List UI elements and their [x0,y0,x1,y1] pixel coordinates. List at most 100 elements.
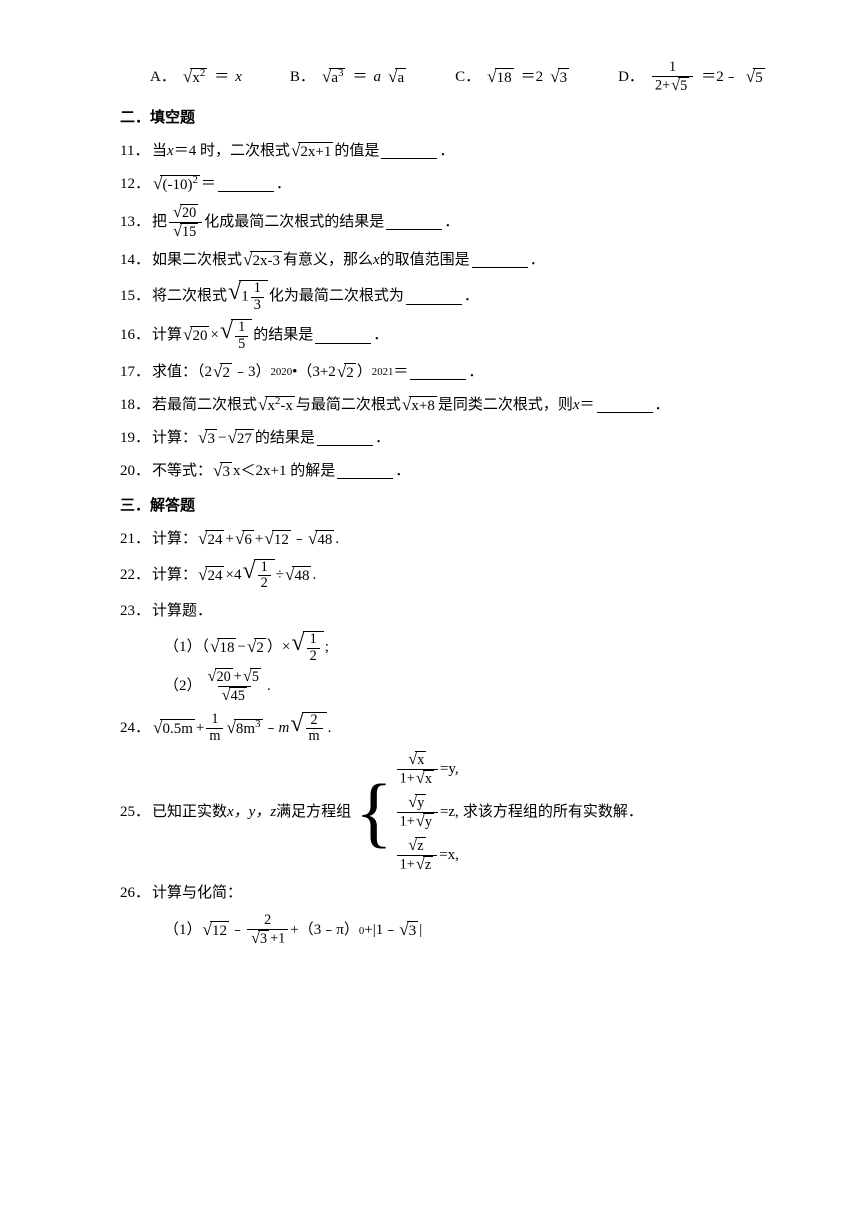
text: 把 [152,209,167,236]
fill-blank[interactable] [406,289,462,305]
sqrt-icon: √15 [220,319,252,352]
q-number: 16． [120,322,152,349]
op: × [210,322,218,349]
q-number: 20． [120,458,152,485]
op: ﹣ [264,715,279,742]
brace-icon: { [355,781,392,843]
opt-b-eq: ＝ [352,64,367,91]
q23-sub1: （1）（ √18 − √2 ）× √12 ; [164,631,770,664]
q26-sub1: （1） √12 ﹣ 2 √3+1 +（3﹣π）0 +|1﹣ √3 | [164,913,770,948]
opt-c-label: C． [455,64,480,91]
sqrt-icon: √a3 [322,68,346,87]
text: ． [375,425,390,452]
text: 满足方程组 [276,799,351,826]
q-number: 18． [120,392,152,419]
sqrt-icon: √27 [227,429,253,448]
text: 计算与化简： [152,880,242,907]
fill-blank[interactable] [218,176,274,192]
text: 已知正实数 [152,799,227,826]
sqrt-icon: √113 [228,280,268,313]
text: 是同类二次根式，则 [438,392,573,419]
sqrt-icon: √6 [235,530,254,549]
text: . [312,562,316,589]
sqrt-icon: √24 [198,530,224,549]
q10-options: A． √x2 ＝x B． √a3 ＝a √a C． √18 ＝2 √3 D． 1… [150,60,770,95]
sqrt-icon: √12 [242,559,274,592]
option-d: D． 1 2+√5 ＝2﹣ √5 [618,60,766,95]
option-a: A． √x2 ＝x [150,64,242,91]
text: ＝ [393,359,408,386]
question-25: 25． 已知正实数 x，y，z 满足方程组 { √x1+√x =y, √y1+√… [120,751,770,875]
q-number: 25． [120,799,152,826]
text: 不等式： [152,458,212,485]
text: 将二次根式 [152,283,227,310]
text: 化为最简二次根式为 [269,283,404,310]
fill-blank[interactable] [337,463,393,479]
var-x: x [573,392,580,419]
sqrt-icon: √0.5m [153,719,195,738]
fraction: 2 √3+1 [247,913,288,948]
vars: x，y，z [227,799,276,826]
question-26: 26． 计算与化简： [120,880,770,907]
text: ＝4 时，二次根式 [174,138,290,165]
q23-sub2: （2） √20+√5 √45 . [164,668,770,705]
text: x＜2x+1 的解是 [233,458,335,485]
q-number: 19． [120,425,152,452]
text: ） [357,359,372,386]
text: ． [464,283,479,310]
option-c: C． √18 ＝2 √3 [455,64,570,91]
sqrt-icon: √x+8 [402,396,437,415]
text: 当 [152,138,167,165]
fill-blank[interactable] [410,364,466,380]
fraction: √20+√5 √45 [204,668,265,705]
fill-blank[interactable] [315,328,371,344]
sqrt-icon: √12 [264,530,290,549]
label: （2） [164,673,202,700]
sqrt-icon: √x2 [183,68,207,87]
sqrt-icon: √3 [399,921,418,940]
q-number: 24． [120,715,152,742]
question-14: 14． 如果二次根式 √2x-3 有意义，那么 x 的取值范围是． [120,247,770,274]
question-21: 21． 计算： √24 + √6 + √12 ﹣ √48 . [120,526,770,553]
text: 计算： [152,425,197,452]
fill-blank[interactable] [472,252,528,268]
q-number: 14． [120,247,152,274]
var-x: x [167,138,174,165]
q-number: 22． [120,562,152,589]
fill-blank[interactable] [317,430,373,446]
sqrt-icon: √2x-3 [243,251,282,270]
sqrt-icon: √2x+1 [291,142,333,161]
op: − [237,634,245,661]
opt-a-label: A． [150,64,176,91]
sqrt-icon: √2 [213,363,232,382]
sqrt-icon: √3 [550,68,569,87]
sqrt-icon: √x2-x [258,396,295,415]
text: ． [468,359,483,386]
text: •（3+2 [292,359,336,386]
sqrt-icon: √20 [183,326,209,345]
text: ． [276,171,291,198]
sqrt-icon: √2 [337,363,356,382]
question-16: 16． 计算 √20 × √15 的结果是． [120,319,770,352]
equation-system: { √x1+√x =y, √y1+√y =z, √z1+√z =x, [355,751,459,875]
text: 求该方程组的所有实数解． [463,799,643,826]
sqrt-icon: √8m3 [226,719,262,738]
fill-blank[interactable] [381,143,437,159]
sqrt-icon: √3 [213,462,232,481]
fill-blank[interactable] [597,397,653,413]
question-22: 22． 计算： √24 ×4 √12 ÷ √48 . [120,559,770,592]
var-x: x [235,64,242,91]
text: ＝ [580,392,595,419]
text: ． [373,322,388,349]
q-number: 23． [120,598,152,625]
text: ﹣3） [233,359,271,386]
fill-blank[interactable] [386,214,442,230]
text: 的值是 [334,138,379,165]
sqrt-icon: √12 [291,631,323,664]
text: ）× [267,634,290,661]
sqrt-icon: √3 [198,429,217,448]
text: 计算： [152,562,197,589]
sqrt-icon: √24 [198,566,224,585]
text: . [267,673,271,700]
question-23: 23． 计算题． [120,598,770,625]
